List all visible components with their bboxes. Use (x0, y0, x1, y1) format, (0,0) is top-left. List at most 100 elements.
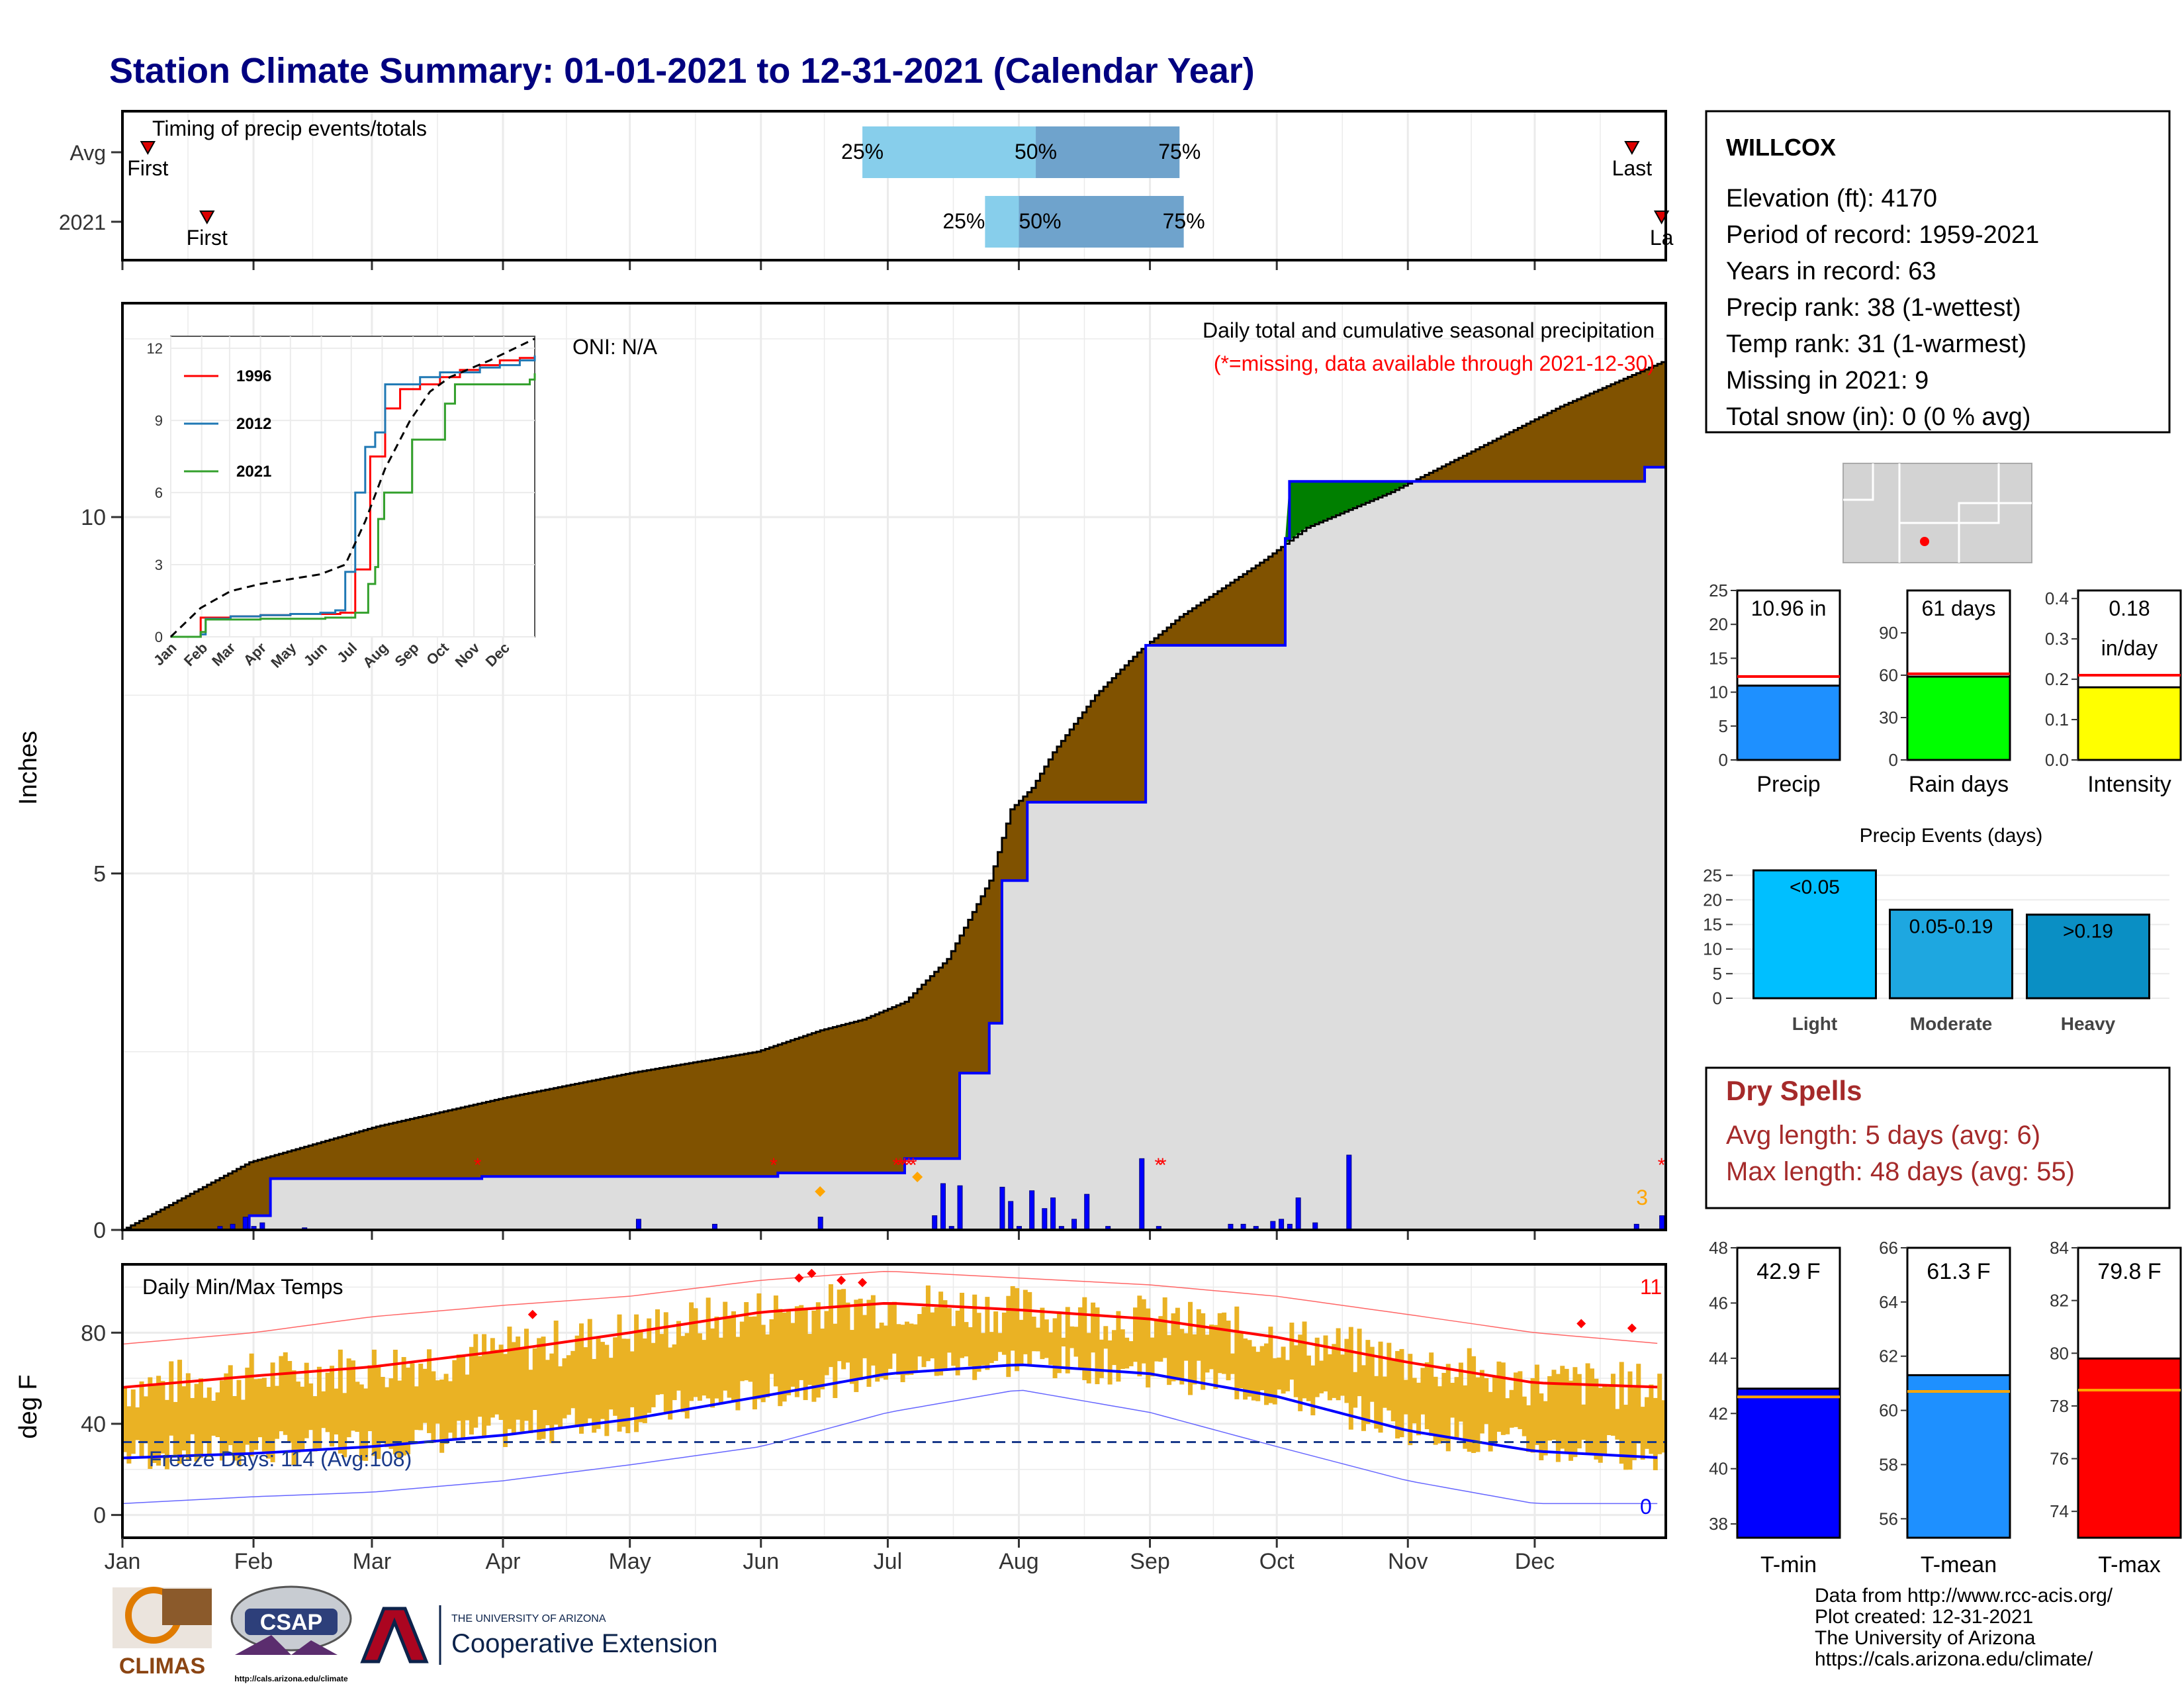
record-high-marker (837, 1276, 846, 1286)
daily-temp-bar (1463, 1385, 1468, 1449)
record-high-marker (807, 1268, 817, 1278)
daily-temp-bar (938, 1291, 944, 1376)
daily-temp-bar (461, 1354, 466, 1438)
daily-temp-bar (1344, 1338, 1349, 1403)
daily-temp-bar (1445, 1364, 1451, 1452)
daily-temp-bar (253, 1379, 259, 1450)
temp-panel-label: Daily Min/Max Temps (142, 1275, 343, 1299)
mini-bar-value-label: 61 days (1921, 596, 1995, 620)
daily-temp-bar (773, 1295, 778, 1387)
hot-count: 11 (1640, 1275, 1662, 1299)
daily-temp-bar (1019, 1319, 1024, 1366)
daily-temp-bar (642, 1338, 647, 1423)
daily-temp-bar (955, 1310, 960, 1376)
daily-temp-bar (909, 1323, 914, 1375)
daily-temp-bar (549, 1353, 555, 1444)
daily-temp-bar (799, 1305, 804, 1380)
missing-day-marker: * (892, 1154, 900, 1176)
daily-temp-bar (338, 1349, 343, 1454)
station-box: WILLCOX Elevation (ft): 4170 Period of re… (1705, 110, 2171, 434)
station-info-line: Missing in 2021: 9 (1726, 367, 1929, 395)
daily-temp-bar (511, 1342, 516, 1434)
daily-temp-bar (1175, 1307, 1180, 1381)
daily-temp-bar (528, 1370, 533, 1434)
timing-bar-q50-q75 (1019, 196, 1184, 248)
daily-temp-bar (160, 1381, 165, 1454)
footer-credits: Data from http://www.rcc-acis.org/ Plot … (1815, 1585, 2113, 1670)
daily-temp-bar (139, 1381, 144, 1458)
daily-temp-bar (1399, 1348, 1404, 1438)
daily-temp-bar (1640, 1407, 1645, 1460)
daily-temp-bar (1132, 1307, 1138, 1362)
daily-temp-bar (1281, 1346, 1286, 1394)
inset-ytick-label: 9 (155, 412, 163, 429)
daily-temp-bar (968, 1327, 973, 1366)
daily-temp-bar (960, 1292, 965, 1358)
inset-legend-label: 2021 (236, 463, 271, 481)
timing-panel: 25% 50% 75% First Last 25% 50% 75% First La Timin… (59, 110, 1674, 270)
daily-temp-bar (592, 1358, 597, 1433)
daily-temp-bar (1103, 1326, 1109, 1349)
daily-precip-bar (1139, 1158, 1145, 1231)
daily-temp-bar (295, 1382, 300, 1453)
temp-bar-ytick-label: 42 (1709, 1403, 1728, 1423)
mini-bar-ytick-label: 15 (1709, 648, 1728, 668)
csap-badge (245, 1609, 338, 1635)
daily-temp-bar (1264, 1343, 1269, 1405)
daily-temp-bar (1077, 1307, 1083, 1369)
daily-temp-bar (951, 1326, 956, 1366)
daily-temp-bar (946, 1308, 952, 1353)
daily-temp-bar (617, 1314, 622, 1432)
daily-temp-bar (1167, 1335, 1172, 1385)
daily-temp-bar (663, 1312, 668, 1413)
daily-temp-bar (1496, 1361, 1502, 1432)
daily-temp-bar (1374, 1376, 1379, 1429)
daily-temp-bar (980, 1333, 985, 1366)
daily-temp-bar (371, 1349, 377, 1456)
daily-temp-bar (1450, 1382, 1455, 1418)
daily-temp-bar (1048, 1332, 1054, 1365)
daily-temp-bar (1408, 1354, 1413, 1446)
daily-temp-bar (1319, 1360, 1324, 1393)
daily-temp-bar (942, 1300, 948, 1369)
missing-day-marker: * (1154, 1154, 1162, 1176)
daily-temp-bar (1010, 1286, 1015, 1351)
daily-temp-bar (659, 1334, 664, 1395)
daily-temp-bar (702, 1340, 707, 1396)
mini-bar-ytick-label: 0.1 (2045, 710, 2069, 729)
normal-precip-line (122, 360, 1667, 1231)
daily-temp-bar (143, 1396, 148, 1444)
daily-temp-bar (1602, 1385, 1608, 1454)
mini-bar-label: Intensity (2087, 772, 2171, 797)
temp-bar-label: T-min (1760, 1552, 1817, 1577)
daily-temp-bar (1226, 1320, 1231, 1381)
inset-normal-line (169, 338, 535, 638)
daily-temp-bar (397, 1380, 402, 1459)
daily-temp-bar (769, 1319, 774, 1374)
daily-temp-bar (401, 1357, 406, 1456)
mini-bar-label: Rain days (1909, 772, 2009, 797)
daily-temp-bar (355, 1382, 360, 1432)
daily-temp-bar (291, 1370, 296, 1466)
temp-bar-label: T-max (2098, 1552, 2160, 1577)
daily-temp-bar (854, 1299, 859, 1392)
daily-temp-bar (308, 1383, 314, 1430)
events-ytick-label: 20 (1703, 890, 1722, 910)
missing-day-marker: * (770, 1154, 778, 1176)
daily-temp-bar (270, 1362, 275, 1462)
partial-data-marker (912, 1172, 923, 1182)
temp-bar-ytick-label: 78 (2050, 1396, 2069, 1416)
month-label: Jul (874, 1549, 902, 1574)
daily-temp-bar (672, 1344, 677, 1401)
timing-q50-label: 50% (1015, 140, 1057, 164)
daily-temp-bar (1302, 1321, 1307, 1399)
month-label: Feb (234, 1549, 273, 1574)
daily-temp-bar (359, 1384, 364, 1461)
daily-temp-bar (545, 1360, 550, 1426)
daily-temp-bar (224, 1373, 229, 1455)
daily-temp-bar (228, 1365, 233, 1446)
missing-day-marker: * (909, 1154, 917, 1176)
daily-temp-bar (1272, 1358, 1277, 1405)
daily-temp-bar (1357, 1329, 1362, 1397)
map-background (1843, 463, 2032, 563)
